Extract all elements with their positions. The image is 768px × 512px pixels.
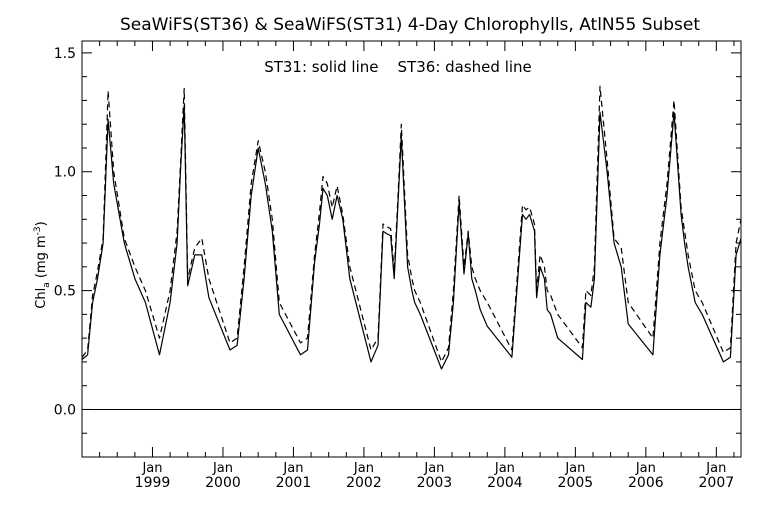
x-tick-month-label: Jan bbox=[564, 461, 585, 476]
x-tick-year-label: 2007 bbox=[699, 475, 735, 491]
x-tick-year-label: 2002 bbox=[346, 475, 382, 491]
y-tick-label: 1.0 bbox=[54, 165, 76, 181]
x-tick-month-label: Jan bbox=[423, 461, 444, 476]
svg-text:Chla (mg m-3): Chla (mg m-3) bbox=[33, 221, 52, 308]
x-tick-month-label: Jan bbox=[705, 461, 726, 476]
x-tick-month-label: Jan bbox=[141, 461, 162, 476]
x-tick-year-label: 2000 bbox=[205, 475, 241, 491]
y-axis-label: Chla (mg m-3) bbox=[33, 221, 52, 308]
x-tick-year-label: 2004 bbox=[487, 475, 523, 491]
y-tick-label: 0.0 bbox=[54, 402, 76, 418]
y-axis-label-sub: a bbox=[42, 282, 52, 288]
y-tick-label: 1.5 bbox=[54, 46, 76, 62]
x-tick-month-label: Jan bbox=[494, 461, 515, 476]
x-tick-year-label: 2006 bbox=[628, 475, 664, 491]
y-axis-label-main: Chl bbox=[34, 288, 49, 309]
y-axis-label-unit: (mg m bbox=[34, 235, 49, 282]
x-tick-year-label: 2003 bbox=[417, 475, 453, 491]
series-line-st36 bbox=[81, 85, 742, 363]
y-tick-label: 0.5 bbox=[54, 284, 76, 300]
plot-area: 0.00.51.01.5Jan1999Jan2000Jan2001Jan2002… bbox=[54, 40, 742, 491]
x-tick-year-label: 1999 bbox=[135, 475, 171, 491]
series-annotation: ST31: solid line ST36: dashed line bbox=[264, 58, 532, 76]
x-tick-month-label: Jan bbox=[353, 461, 374, 476]
series-line-st31 bbox=[81, 104, 742, 370]
y-axis-label-unit-close: ) bbox=[34, 221, 49, 226]
x-tick-month-label: Jan bbox=[635, 461, 656, 476]
x-tick-month-label: Jan bbox=[282, 461, 303, 476]
chart-title: SeaWiFS(ST36) & SeaWiFS(ST31) 4-Day Chlo… bbox=[120, 15, 700, 35]
x-tick-year-label: 2001 bbox=[276, 475, 312, 491]
x-tick-year-label: 2005 bbox=[558, 475, 594, 491]
plot-frame bbox=[81, 40, 742, 458]
y-axis-label-unit-sup: -3 bbox=[33, 226, 43, 235]
x-tick-month-label: Jan bbox=[212, 461, 233, 476]
